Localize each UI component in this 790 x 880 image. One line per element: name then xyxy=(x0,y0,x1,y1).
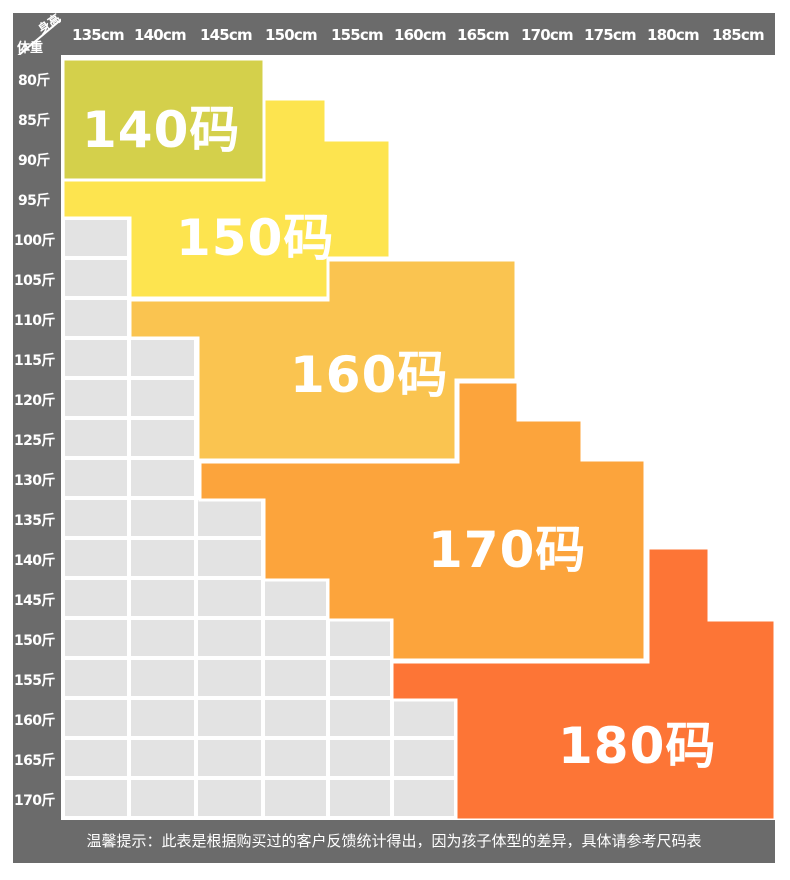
table-cell xyxy=(129,658,196,698)
table-cell xyxy=(63,258,129,298)
size-label-140: 140码 xyxy=(82,101,241,159)
table-cell xyxy=(63,658,129,698)
table-cell xyxy=(328,738,392,778)
table-cell xyxy=(63,338,129,378)
height-col-5: 160cm xyxy=(394,26,447,44)
corner-header: 身高 体重 xyxy=(13,13,61,55)
height-col-10: 185cm xyxy=(712,26,765,44)
table-cell xyxy=(196,538,263,578)
table-cell xyxy=(63,458,129,498)
footer-note: 温馨提示：此表是根据购买过的客户反馈统计得出，因为孩子体型的差异，具体请参考尺码… xyxy=(13,820,775,863)
table-cell xyxy=(392,698,456,738)
table-cell xyxy=(129,498,196,538)
table-cell xyxy=(129,698,196,738)
table-cell xyxy=(63,498,129,538)
height-col-8: 175cm xyxy=(584,26,637,44)
table-cell xyxy=(129,778,196,818)
weight-sidebar xyxy=(13,55,61,820)
table-cell xyxy=(63,698,129,738)
table-cell xyxy=(129,538,196,578)
table-cell xyxy=(129,618,196,658)
table-cell xyxy=(129,378,196,418)
table-cell xyxy=(196,738,263,778)
weight-row-1: 85斤 xyxy=(18,113,50,129)
table-cell xyxy=(129,738,196,778)
height-col-0: 135cm xyxy=(72,26,125,44)
weight-row-7: 115斤 xyxy=(14,353,55,369)
weight-row-12: 140斤 xyxy=(14,553,55,569)
height-col-7: 170cm xyxy=(521,26,574,44)
weight-row-4: 100斤 xyxy=(14,233,55,249)
weight-row-10: 130斤 xyxy=(14,473,55,489)
weight-axis-label: 体重 xyxy=(17,41,44,55)
table-cell xyxy=(129,578,196,618)
height-header-bar xyxy=(13,13,775,55)
weight-row-15: 155斤 xyxy=(14,673,55,689)
height-col-4: 155cm xyxy=(331,26,384,44)
table-cell xyxy=(196,498,263,538)
size-label-170: 170码 xyxy=(428,521,587,579)
weight-row-17: 165斤 xyxy=(14,753,55,769)
table-cell xyxy=(63,778,129,818)
table-cell xyxy=(263,778,328,818)
table-cell xyxy=(63,618,129,658)
table-cell xyxy=(63,578,129,618)
table-cell xyxy=(196,618,263,658)
height-col-2: 145cm xyxy=(200,26,253,44)
table-cell xyxy=(328,698,392,738)
table-cell xyxy=(263,698,328,738)
table-cell xyxy=(196,778,263,818)
size-label-150: 150码 xyxy=(176,209,335,267)
weight-row-8: 120斤 xyxy=(14,393,55,409)
zone-170 xyxy=(198,380,647,662)
zone-160 xyxy=(128,258,518,462)
table-cell xyxy=(129,338,196,378)
weight-row-2: 90斤 xyxy=(18,153,50,169)
height-col-9: 180cm xyxy=(647,26,700,44)
table-cell xyxy=(328,778,392,818)
table-cell xyxy=(263,738,328,778)
table-cell xyxy=(263,618,328,658)
table-cell xyxy=(63,378,129,418)
weight-row-13: 145斤 xyxy=(14,593,55,609)
table-cell xyxy=(129,418,196,458)
height-col-3: 150cm xyxy=(265,26,318,44)
weight-row-5: 105斤 xyxy=(14,273,55,289)
table-cell xyxy=(263,658,328,698)
table-cell xyxy=(196,578,263,618)
height-col-6: 165cm xyxy=(457,26,510,44)
weight-row-16: 160斤 xyxy=(14,713,55,729)
zone-140 xyxy=(61,57,266,182)
table-cell xyxy=(196,698,263,738)
weight-row-6: 110斤 xyxy=(14,313,55,329)
table-cell xyxy=(63,738,129,778)
weight-row-0: 80斤 xyxy=(18,73,50,89)
weight-row-11: 135斤 xyxy=(14,513,55,529)
weight-row-3: 95斤 xyxy=(18,193,50,209)
weight-row-9: 125斤 xyxy=(14,433,55,449)
size-label-180: 180码 xyxy=(558,717,717,775)
table-cell xyxy=(196,658,263,698)
size-label-160: 160码 xyxy=(290,346,449,404)
weight-row-18: 170斤 xyxy=(14,793,55,809)
table-cell xyxy=(328,658,392,698)
table-cell xyxy=(392,738,456,778)
table-cell xyxy=(63,538,129,578)
table-cell xyxy=(63,298,129,338)
height-col-1: 140cm xyxy=(134,26,187,44)
table-cell xyxy=(63,418,129,458)
weight-row-14: 150斤 xyxy=(14,633,55,649)
table-cell xyxy=(129,458,196,498)
